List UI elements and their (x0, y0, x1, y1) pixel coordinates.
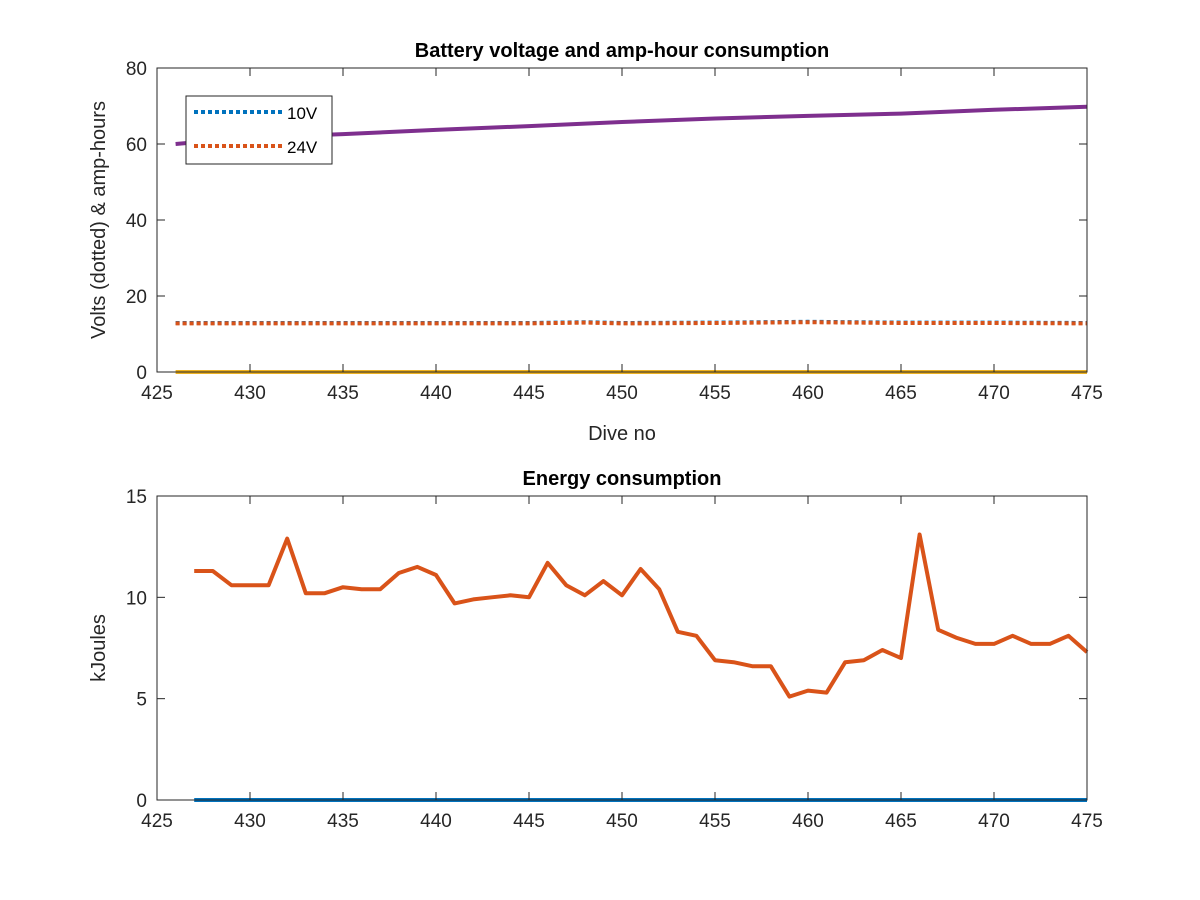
x-tick-label: 470 (978, 811, 1010, 832)
y-tick-label: 0 (136, 791, 147, 812)
x-tick-label: 425 (141, 383, 173, 404)
x-tick-label: 445 (513, 383, 545, 404)
x-tick-label: 465 (885, 383, 917, 404)
y-tick-label: 10 (126, 588, 147, 609)
y-tick-label: 80 (126, 59, 147, 80)
x-tick-label: 465 (885, 811, 917, 832)
chart-title: Battery voltage and amp-hour consumption (415, 40, 829, 62)
x-tick-label: 435 (327, 811, 359, 832)
x-axis-label: Dive no (588, 423, 656, 445)
series-line-1 (175, 320, 1088, 326)
x-tick-label: 440 (420, 811, 452, 832)
y-tick-label: 0 (136, 363, 147, 384)
x-tick-label: 460 (792, 811, 824, 832)
legend-box (185, 95, 333, 165)
legend-24v-label: 24V (287, 138, 318, 157)
series-line-1 (194, 532, 1089, 699)
legend: 10V 24V (185, 95, 333, 165)
y-tick-label: 60 (126, 135, 147, 156)
x-tick-label: 440 (420, 383, 452, 404)
x-tick-label: 445 (513, 811, 545, 832)
x-tick-label: 475 (1071, 383, 1103, 404)
legend-10v-label: 10V (287, 104, 318, 123)
x-tick-label: 435 (327, 383, 359, 404)
x-tick-label: 425 (141, 811, 173, 832)
y-tick-label: 40 (126, 211, 147, 232)
x-tick-label: 460 (792, 383, 824, 404)
x-tick-label: 455 (699, 811, 731, 832)
chart-title: Energy consumption (523, 468, 722, 490)
subplot-energy: 425 430 435 440 445 450 455 460 465 470 475 0 5 10 15… (88, 468, 1103, 832)
y-tick-label: 5 (136, 690, 147, 711)
x-tick-label: 450 (606, 811, 638, 832)
x-tick-label: 475 (1071, 811, 1103, 832)
x-tick-label: 430 (234, 811, 266, 832)
y-tick-label: 20 (126, 287, 147, 308)
y-tick-label: 15 (126, 487, 147, 508)
x-tick-label: 455 (699, 383, 731, 404)
y-axis-label: kJoules (88, 614, 110, 682)
x-tick-label: 450 (606, 383, 638, 404)
y-axis-label: Volts (dotted) & amp-hours (88, 101, 110, 339)
x-tick-label: 430 (234, 383, 266, 404)
plot-area (157, 496, 1087, 800)
x-tick-label: 470 (978, 383, 1010, 404)
subplot-battery: 425 430 435 440 445 450 455 460 465 470 475 0 20 40 6… (88, 40, 1103, 445)
